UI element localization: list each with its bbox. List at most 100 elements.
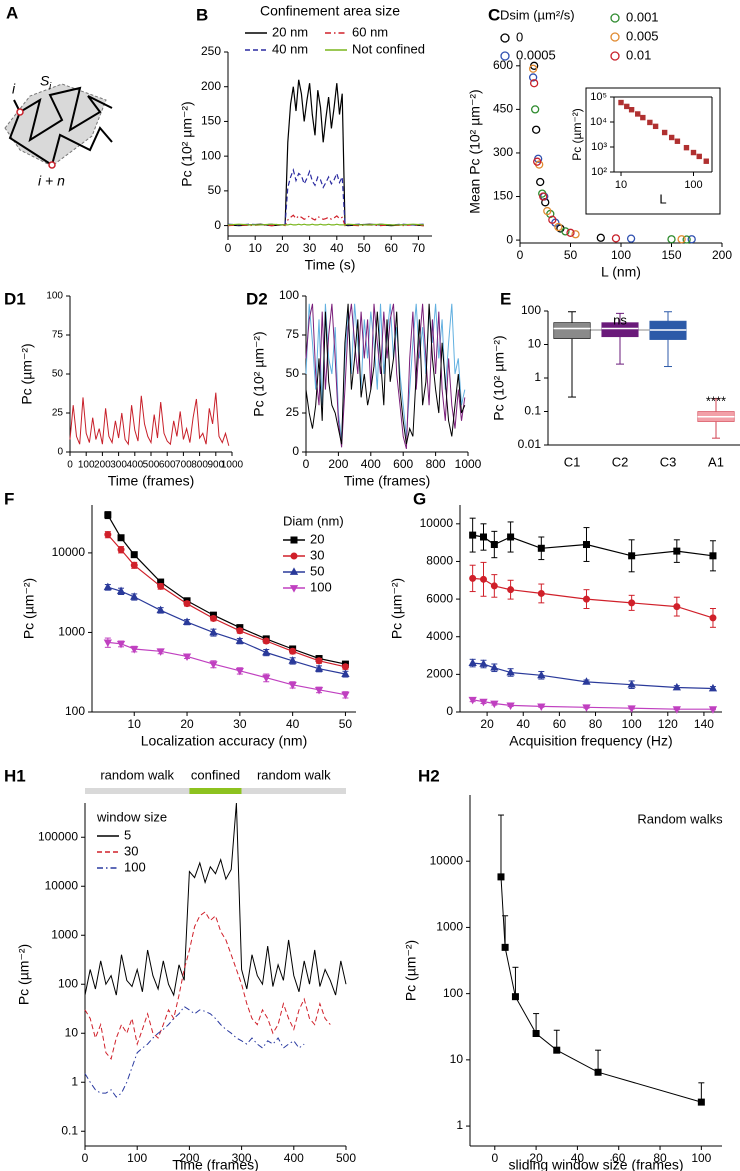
label-s-sub: i (49, 82, 52, 93)
y-axis-label: Mean Pc (10² µm⁻²) (467, 89, 483, 213)
x-tick-label: 50 (339, 717, 353, 731)
marker (500, 33, 510, 43)
x-tick-label: 200 (94, 460, 111, 471)
x-tick-label: 100 (684, 179, 702, 191)
phase-label: random walk (257, 767, 331, 782)
marker (117, 546, 125, 554)
marker (626, 234, 636, 243)
x-tick-label: 40 (517, 717, 531, 731)
y-tick-label: 25 (52, 408, 64, 419)
x-tick-label: C1 (564, 454, 581, 469)
phase-bar (189, 788, 242, 794)
y-tick-label: 100 (443, 986, 463, 1000)
x-tick-label: 50 (357, 241, 371, 255)
x-axis-label: Time (frames) (172, 1157, 259, 1171)
x-tick-label: 500 (143, 460, 160, 471)
series-line (84, 911, 331, 1060)
y-tick-label: 1 (456, 1118, 463, 1132)
marker (687, 235, 696, 244)
legend-label: 40 nm (272, 41, 308, 56)
marker (130, 551, 138, 559)
trajectory (8, 86, 113, 167)
marker (156, 648, 165, 656)
marker (469, 574, 477, 582)
marker (672, 682, 681, 691)
marker (536, 177, 545, 187)
marker (683, 144, 690, 151)
marker (610, 32, 620, 42)
y-tick-label: 10000 (45, 878, 79, 892)
marker (130, 561, 138, 569)
marker (468, 696, 477, 705)
x-tick-label: 140 (694, 717, 714, 731)
panel-label: C (488, 5, 500, 24)
marker (469, 531, 477, 539)
y-tick-label: 100 (201, 148, 221, 162)
x-tick-label: 0 (303, 457, 310, 471)
legend-label: 50 (310, 563, 324, 578)
marker (537, 589, 545, 597)
marker (582, 541, 590, 549)
marker (596, 233, 605, 242)
marker (500, 51, 510, 61)
marker (703, 158, 709, 164)
y-tick-label: 25 (286, 405, 300, 419)
series-line (227, 79, 424, 227)
legend-label: 20 (310, 531, 324, 546)
marker (209, 661, 218, 669)
y-tick-label: 10 (450, 1052, 464, 1066)
y-tick-label: 300 (493, 145, 513, 159)
x-tick-label: 400 (284, 1151, 304, 1165)
x-tick-label: 100 (691, 1151, 711, 1165)
y-axis-label: Pc (µm⁻²) (570, 108, 584, 161)
x-axis-label: L (659, 191, 666, 206)
marker (548, 215, 557, 224)
marker (673, 547, 681, 555)
marker (103, 582, 112, 591)
marker (183, 600, 191, 608)
y-axis-label: Pc (µm⁻²) (403, 940, 419, 1001)
y-tick-label: 1000 (51, 927, 78, 941)
legend-label: 0.01 (626, 47, 651, 62)
marker (117, 534, 125, 542)
marker (627, 705, 636, 713)
marker (209, 614, 217, 622)
marker (341, 669, 350, 677)
marker (341, 691, 350, 700)
x-tick-label: 900 (207, 460, 224, 471)
legend-label: 0.005 (626, 28, 659, 43)
marker (490, 541, 498, 549)
marker (290, 552, 298, 560)
legend-label: Not confined (352, 41, 425, 56)
legend-label: 60 nm (352, 24, 388, 39)
y-tick-label: 100 (65, 704, 85, 718)
marker (157, 582, 165, 590)
annotation: ns (613, 312, 627, 327)
x-tick-label: 40 (330, 241, 344, 255)
marker (182, 617, 192, 625)
legend-title: window size (96, 809, 167, 824)
marker (290, 536, 298, 544)
marker (103, 639, 112, 648)
series-line (227, 168, 424, 226)
y-tick-label: 0 (506, 232, 513, 246)
marker (566, 228, 575, 237)
marker (628, 107, 635, 113)
x-tick-label: 20 (180, 717, 194, 731)
x-tick-label: 600 (159, 460, 176, 471)
phase-bar (241, 788, 346, 794)
y-tick-label: 1 (71, 1074, 78, 1088)
y-axis-label: Pc (10² µm⁻²) (179, 101, 195, 186)
marker (537, 703, 546, 711)
marker (647, 119, 653, 126)
legend-label: 0 (516, 29, 523, 44)
marker (315, 657, 323, 665)
x-tick-label: 800 (191, 460, 208, 471)
x-axis-label: L (nm) (601, 264, 641, 280)
y-tick-label: 50 (208, 183, 222, 197)
marker (104, 531, 112, 539)
y-tick-label: 6000 (426, 591, 453, 605)
marker (539, 192, 548, 201)
y-tick-label: 10 (528, 337, 542, 351)
